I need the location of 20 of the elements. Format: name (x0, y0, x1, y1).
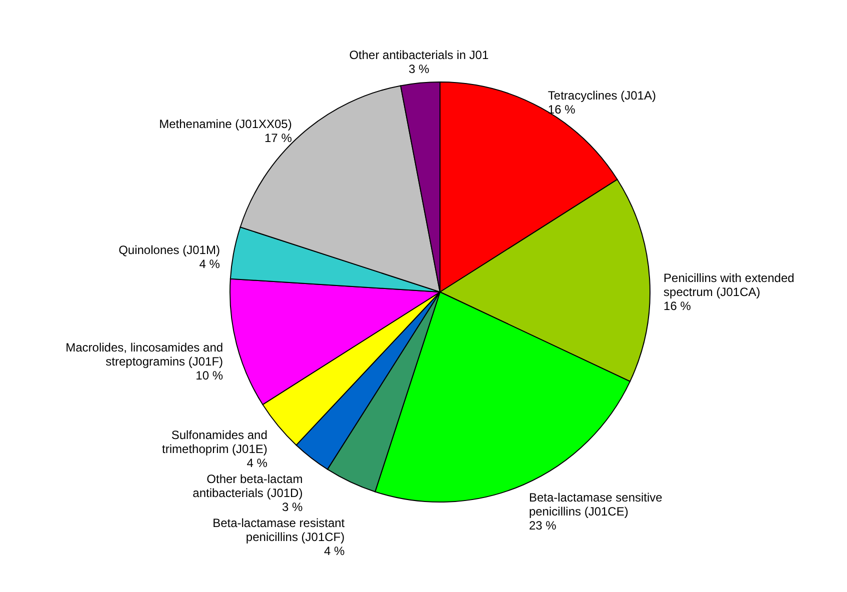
slice-label: Macrolides, lincosamides and streptogramins (J01F) (66, 340, 224, 369)
data-label: 3 % (282, 500, 304, 514)
slice-label: Tetracyclines (J01A) (548, 88, 656, 103)
slice-label: Penicillins with extended spectrum (J01CA) (664, 270, 794, 299)
data-label: 10 % (196, 368, 224, 383)
slice-label: Other beta-lactam antibacterials (J01D) (192, 472, 303, 500)
slice-label: Quinolones (J01M) (118, 243, 220, 258)
data-label: 4 % (199, 257, 220, 272)
data-label: 17 % (264, 130, 292, 145)
data-label: 4 % (246, 456, 268, 470)
slice-label: Beta-lactamase resistant penicillins (J01CF) (212, 516, 346, 544)
data-label: 16 % (664, 298, 692, 313)
slice-label: Beta-lactamase sensitive penicillins (J01CE) (528, 490, 663, 519)
slice-label: Methenamine (J01XX05) (159, 116, 292, 131)
data-label: 4 % (324, 544, 345, 558)
data-label: 3 % (408, 62, 430, 76)
data-label: 16 % (548, 102, 576, 117)
slice-label: Sulfonamides and trimethoprim (J01E) (162, 428, 268, 456)
data-label: 23 % (528, 518, 557, 533)
slice-label: Other antibacterials in J01 (349, 48, 489, 62)
